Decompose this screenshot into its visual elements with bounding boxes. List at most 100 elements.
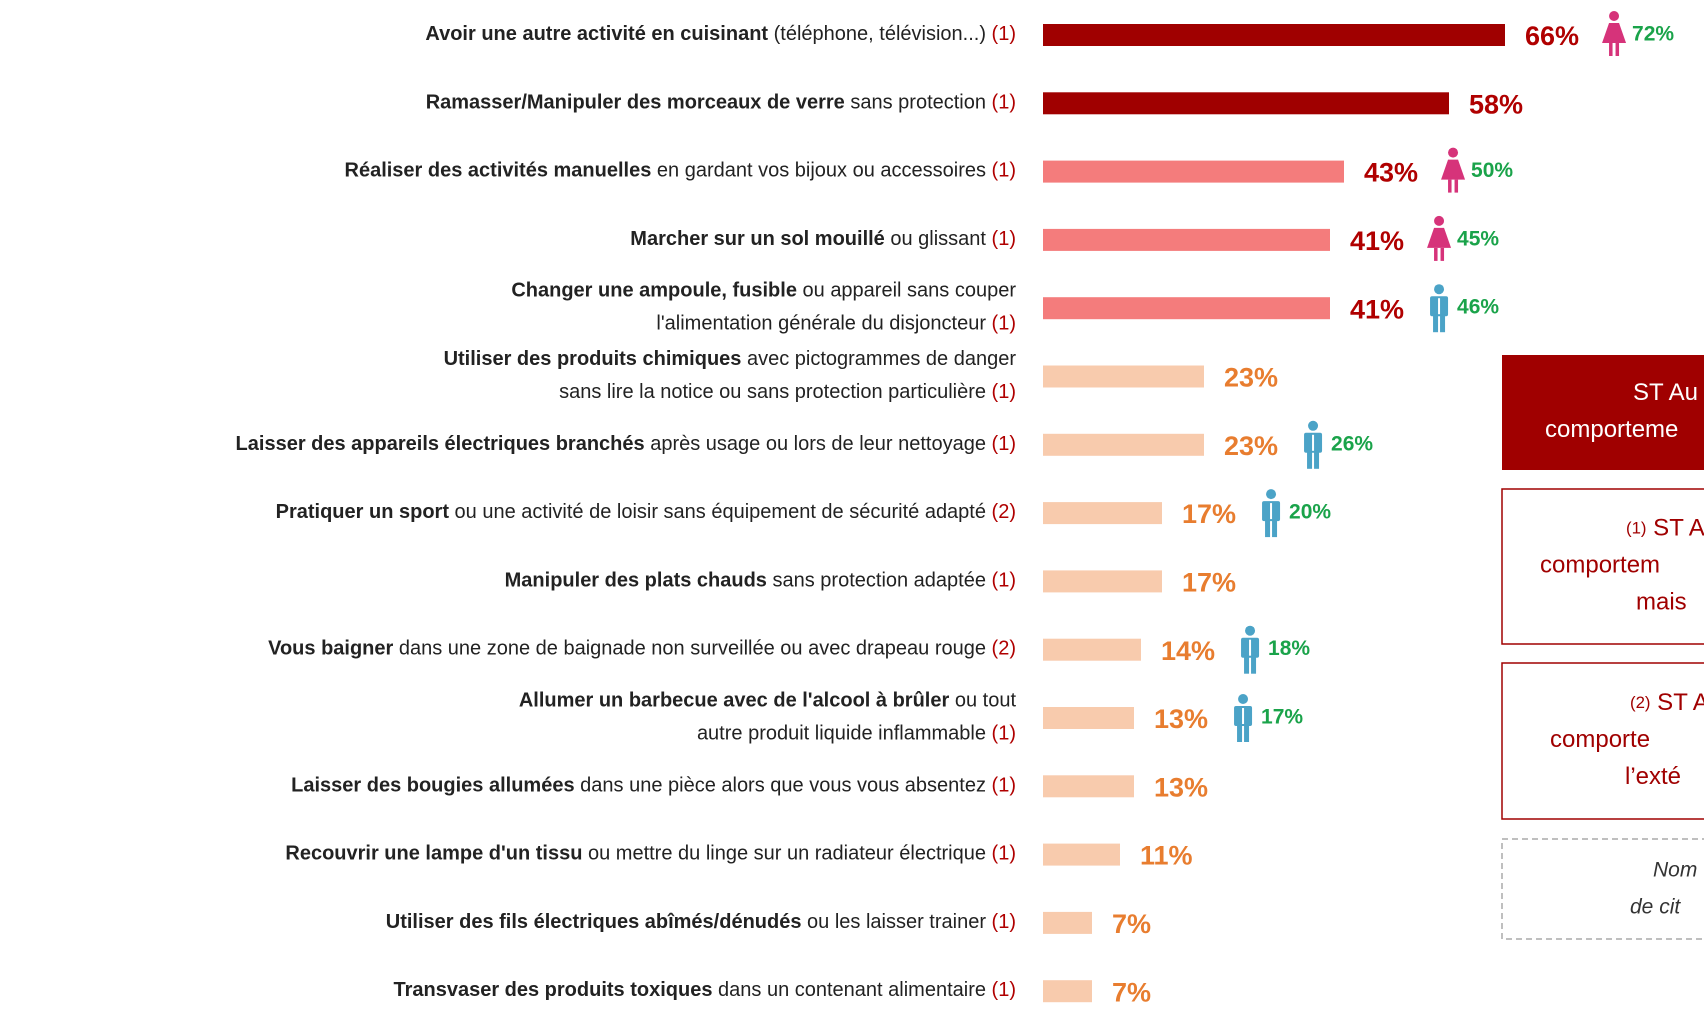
label-bold: Marcher sur un sol mouillé: [630, 228, 885, 250]
value-label: 41%: [1350, 294, 1404, 324]
highlight-label: 17%: [1261, 706, 1303, 729]
label-text: en gardant vos bijoux ou accessoires: [651, 160, 991, 182]
label-line: Nom: [1653, 858, 1697, 881]
value-label: 11%: [1140, 841, 1193, 871]
label-text: Nom: [1653, 858, 1697, 881]
icon-head: [1448, 147, 1459, 158]
icon-gap: [1438, 298, 1441, 315]
label-text: autre produit liquide inflammable: [697, 723, 992, 745]
icon-leg: [1244, 655, 1250, 674]
label-line: Allumer un barbecue avec de l'alcool à b…: [519, 690, 1017, 712]
icon-leg: [1454, 179, 1459, 193]
label-bold: Réaliser des activités manuelles: [345, 160, 652, 182]
value-label: 23%: [1224, 363, 1278, 393]
label-line: autre produit liquide inflammable (1): [697, 723, 1016, 745]
label-line: Vous baigner dans une zone de baignade n…: [268, 638, 1016, 660]
highlight-label: 45%: [1457, 227, 1499, 250]
label-bold: Changer une ampoule, fusible: [511, 280, 797, 302]
bar: [1043, 570, 1162, 593]
label-text: sans protection adaptée: [767, 570, 992, 592]
label-line: Utiliser des produits chimiques avec pic…: [444, 348, 1017, 370]
icon-head: [1434, 284, 1445, 295]
label-note: (1): [992, 911, 1016, 933]
label-text: ou appareil sans couper: [797, 280, 1016, 302]
label-bold: Manipuler des plats chauds: [505, 570, 767, 592]
label-text: comportem: [1540, 552, 1660, 579]
woman-icon: [1441, 147, 1466, 193]
label-line: Laisser des bougies allumées dans une pi…: [291, 775, 1016, 797]
woman-icon: [1602, 11, 1627, 56]
label-line: Marcher sur un sol mouillé ou glissant (…: [630, 228, 1016, 250]
label-line: l'alimentation générale du disjoncteur (…: [656, 313, 1016, 335]
label-text: dans un contenant alimentaire: [712, 979, 991, 1001]
icon-leg: [1434, 247, 1438, 261]
label-bold: Ramasser/Manipuler des morceaux de verre: [426, 92, 845, 114]
icon-head: [1245, 625, 1256, 636]
label-text: l’exté: [1625, 763, 1681, 790]
label-line: Avoir une autre activité en cuisinant (t…: [425, 23, 1016, 45]
label-line: Manipuler des plats chauds sans protecti…: [505, 570, 1016, 592]
bar: [1043, 228, 1330, 251]
icon-leg: [1307, 450, 1313, 469]
info-box: [1501, 838, 1704, 940]
icon-leg: [1314, 450, 1320, 469]
man-icon: [1234, 694, 1253, 742]
icon-gap: [1249, 639, 1252, 656]
icon-leg: [1440, 314, 1446, 333]
icon-leg: [1265, 519, 1271, 538]
value-label: 13%: [1154, 704, 1208, 734]
bar: [1043, 92, 1449, 115]
label-line: Réaliser des activités manuelles en gard…: [345, 160, 1017, 182]
value-label: 7%: [1112, 909, 1151, 939]
label-text: mais: [1636, 589, 1687, 616]
label-text: avec pictogrammes de danger: [741, 348, 1016, 370]
icon-body: [1441, 159, 1466, 180]
label-note: (1): [992, 228, 1016, 250]
icon-leg: [1448, 179, 1452, 193]
value-label: 58%: [1469, 89, 1523, 119]
label-bold: Utiliser des produits chimiques: [444, 348, 742, 370]
label-bold: Pratiquer un sport: [276, 501, 450, 523]
icon-leg: [1433, 314, 1439, 333]
info-box: [1502, 355, 1704, 470]
highlight-label: 18%: [1268, 637, 1310, 660]
label-text: ou une activité de loisir sans équipemen…: [449, 501, 992, 523]
label-text: ou les laisser trainer: [801, 911, 991, 933]
man-icon: [1430, 284, 1449, 333]
label-text: dans une zone de baignade non surveillée…: [393, 638, 991, 660]
bar: [1043, 24, 1505, 46]
label-bold: Laisser des appareils électriques branch…: [236, 433, 645, 455]
label-note: (1): [992, 570, 1016, 592]
bar: [1043, 502, 1162, 525]
icon-head: [1434, 215, 1445, 226]
label-note: (1): [992, 381, 1016, 403]
icon-head: [1266, 489, 1277, 500]
label-line: Changer une ampoule, fusible ou appareil…: [511, 280, 1016, 302]
label-line: comportem: [1540, 552, 1660, 579]
label-note: (1): [992, 723, 1016, 745]
label-line: mais: [1636, 589, 1687, 616]
icon-head: [1238, 694, 1249, 704]
icon-leg: [1609, 43, 1613, 56]
bar: [1043, 433, 1204, 456]
label-text: (téléphone, télévision...): [768, 23, 991, 45]
value-label: 43%: [1364, 158, 1418, 188]
label-line: Utiliser des fils électriques abîmés/dén…: [386, 911, 1016, 933]
bar: [1043, 707, 1134, 729]
label-bold: Utiliser des fils électriques abîmés/dén…: [386, 911, 802, 933]
label-line: (2) ST A: [1630, 689, 1704, 716]
label-note: (1): [992, 775, 1016, 797]
label-line: Transvaser des produits toxiques dans un…: [393, 979, 1016, 1001]
label-line: ST Au: [1633, 379, 1698, 406]
value-label: 17%: [1182, 568, 1236, 598]
icon-head: [1609, 11, 1620, 21]
icon-body: [1602, 23, 1627, 43]
label-text: comporteme: [1545, 416, 1678, 443]
label-text: comporte: [1550, 726, 1650, 753]
label-text: ou tout: [949, 690, 1016, 712]
label-line: sans lire la notice ou sans protection p…: [559, 381, 1016, 403]
bar: [1043, 638, 1141, 661]
woman-icon: [1427, 215, 1452, 261]
icon-leg: [1251, 655, 1257, 674]
